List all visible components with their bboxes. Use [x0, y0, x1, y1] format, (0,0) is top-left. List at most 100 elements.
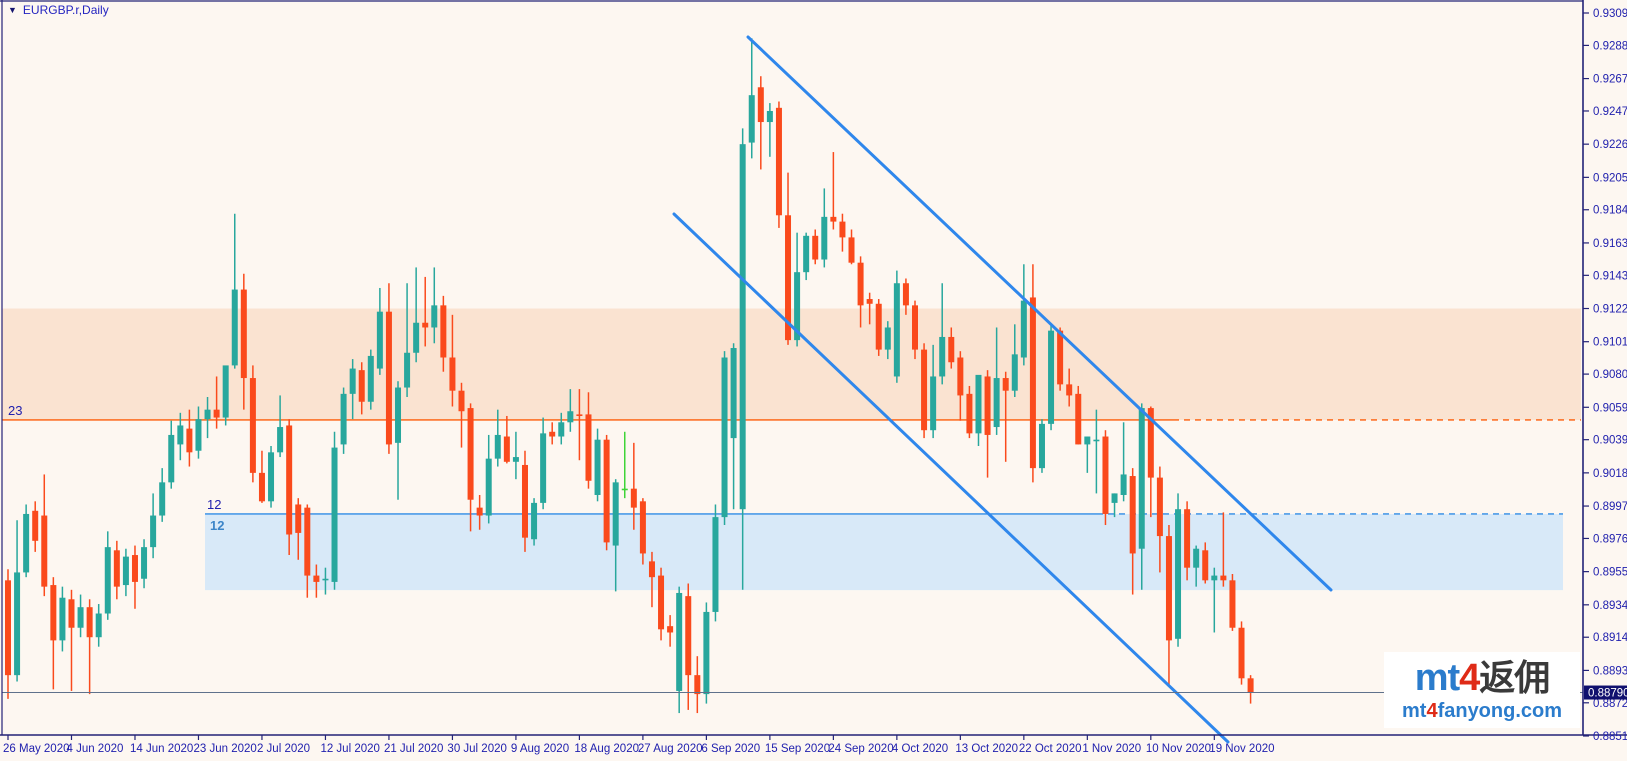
candle-body: [50, 585, 57, 641]
date-tick-label: 14 Jun 2020: [130, 743, 193, 755]
date-tick-label: 27 Aug 2020: [638, 743, 703, 755]
candle-body: [975, 374, 982, 434]
candle-body: [658, 575, 665, 630]
candle-body: [612, 482, 619, 546]
candle-body: [549, 431, 556, 437]
candle-body: [213, 409, 220, 418]
symbol-timeframe-label: ▼ EURGBP.r,Daily: [8, 3, 109, 17]
date-tick-label: 19 Nov 2020: [1209, 743, 1274, 755]
candle-body: [1084, 436, 1091, 445]
candle-body: [1075, 393, 1082, 445]
candle-body: [567, 411, 574, 423]
candle-body: [32, 510, 39, 541]
candle-body: [177, 425, 184, 445]
candle-body: [712, 517, 719, 612]
candle-body: [585, 414, 592, 481]
candle-body: [313, 575, 320, 582]
candle-body: [912, 305, 918, 350]
candle-body: [730, 348, 737, 439]
channel-upper-trendline[interactable]: [746, 35, 1333, 592]
candle-body: [422, 322, 429, 328]
candle-body: [902, 283, 909, 306]
price-tick-label: 0.92885: [1593, 40, 1627, 52]
candle-body: [558, 422, 565, 437]
candle-body: [59, 597, 66, 641]
candle-body: [1165, 536, 1172, 641]
candle-body: [748, 95, 755, 143]
candle-body: [884, 327, 891, 350]
watermark-logo: mt4返佣: [1414, 657, 1551, 699]
candle-body: [367, 355, 374, 402]
candle-body: [812, 235, 819, 260]
candle-body: [295, 504, 302, 533]
candle-body: [458, 390, 465, 412]
candle-body: [648, 561, 655, 578]
candle-body: [277, 427, 284, 453]
candle-body: [222, 365, 229, 418]
candle-body: [794, 272, 801, 341]
date-tick-label: 22 Oct 2020: [1019, 743, 1082, 755]
watermark-cjk: 返佣: [1479, 657, 1550, 698]
date-tick-label: 1 Nov 2020: [1082, 743, 1141, 755]
candle-body: [5, 580, 11, 676]
candle-body: [1038, 423, 1045, 469]
candle-body: [503, 436, 510, 462]
candle-body: [1202, 550, 1209, 581]
date-tick-label: 4 Jun 2020: [66, 743, 123, 755]
date-tick-label: 15 Sep 2020: [765, 743, 830, 755]
candle-body: [512, 457, 519, 462]
watermark-url-mt: mt: [1401, 700, 1427, 722]
date-tick-label: 18 Aug 2020: [574, 743, 639, 755]
candle-body: [1102, 436, 1109, 514]
candle-body: [594, 439, 601, 495]
candle-body: [921, 349, 928, 431]
candle-body: [431, 305, 438, 328]
candle-body: [376, 311, 383, 369]
candle-body: [785, 215, 792, 341]
date-tick-label: 21 Jul 2020: [384, 743, 443, 755]
candle-body: [830, 216, 837, 222]
watermark-url-suffix: fanyong.com: [1437, 700, 1563, 722]
chevron-down-icon[interactable]: ▼: [8, 5, 17, 15]
candle-body: [449, 357, 456, 391]
candle-body: [41, 515, 48, 587]
symbol-label-text: EURGBP.r,Daily: [22, 3, 109, 17]
candle-body: [685, 596, 692, 676]
candle-body: [231, 289, 238, 366]
date-tick-label: 12 Jul 2020: [320, 743, 379, 755]
candle-body: [739, 144, 746, 510]
date-tick-label: 10 Nov 2020: [1146, 743, 1211, 755]
candle-body: [77, 607, 84, 628]
date-tick-label: 13 Oct 2020: [955, 743, 1018, 755]
candle-body: [603, 439, 610, 543]
candle-body: [521, 464, 528, 538]
candle-body: [984, 376, 991, 435]
candle-body: [494, 434, 501, 459]
candle-body: [1129, 476, 1136, 554]
candle-body: [1002, 378, 1009, 391]
candle-body: [866, 299, 873, 304]
candle-body: [630, 488, 637, 508]
candle-body: [703, 611, 710, 695]
candle-body: [676, 592, 683, 691]
watermark-mt: mt: [1414, 657, 1460, 699]
candle-body: [1111, 493, 1118, 503]
candles: [5, 38, 1254, 714]
current-price-badge: [1584, 685, 1627, 700]
demand-zone-rect[interactable]: [205, 513, 1563, 591]
candle-body: [639, 501, 646, 554]
candle-body: [667, 626, 674, 633]
candle-body: [195, 419, 202, 451]
channel-lower-trendline[interactable]: [672, 212, 1230, 744]
price-tick-label: 0.88515: [1593, 731, 1627, 743]
price-tick-label: 0.88725: [1593, 698, 1627, 710]
